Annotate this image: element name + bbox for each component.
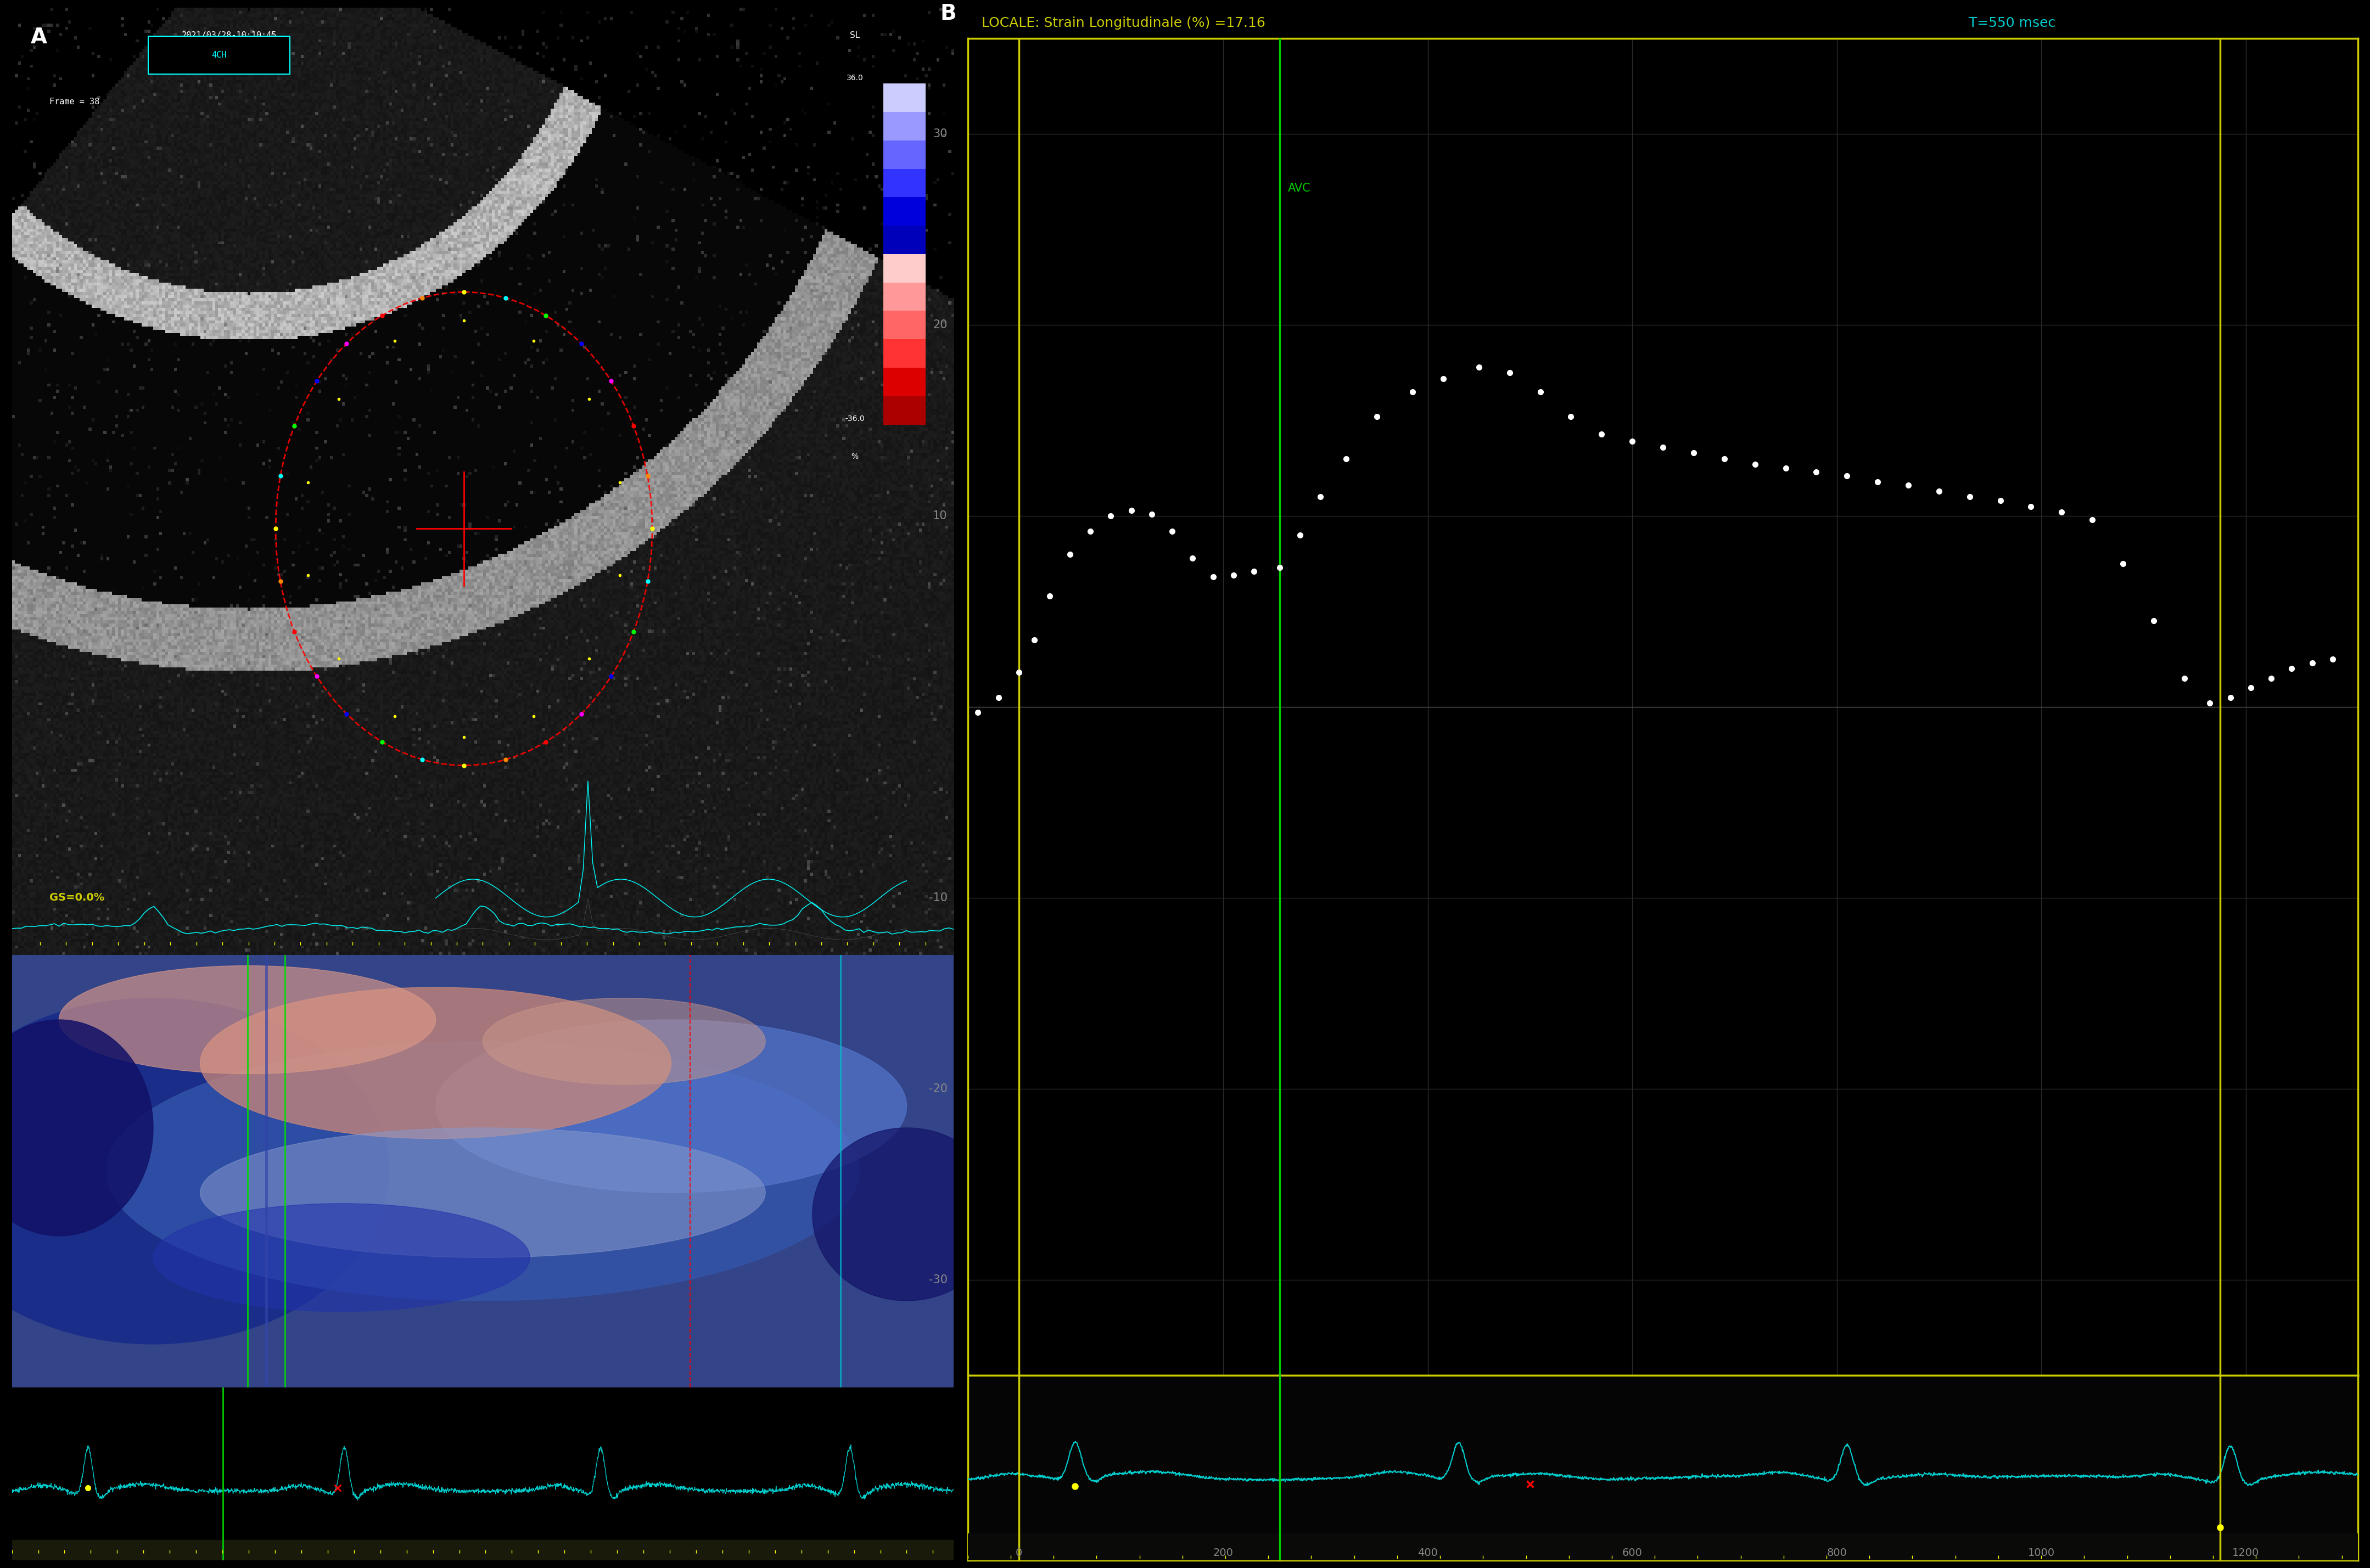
- Text: Frame = 38: Frame = 38: [50, 97, 100, 107]
- Ellipse shape: [436, 1019, 908, 1193]
- Ellipse shape: [0, 1019, 154, 1236]
- FancyBboxPatch shape: [884, 254, 927, 282]
- Text: AVC: AVC: [1287, 182, 1311, 193]
- Text: A: A: [31, 27, 47, 47]
- FancyBboxPatch shape: [884, 282, 927, 310]
- Text: -30: -30: [929, 1275, 948, 1286]
- FancyBboxPatch shape: [884, 169, 927, 198]
- Text: -10: -10: [929, 892, 948, 903]
- FancyBboxPatch shape: [884, 397, 927, 425]
- Text: 36.0: 36.0: [846, 74, 863, 82]
- Text: 1200: 1200: [2233, 1548, 2259, 1559]
- Text: 0: 0: [1014, 1548, 1021, 1559]
- Text: 600: 600: [1621, 1548, 1642, 1559]
- Text: 10: 10: [934, 511, 948, 522]
- Text: SL: SL: [851, 31, 860, 39]
- Text: B: B: [941, 3, 955, 24]
- FancyBboxPatch shape: [884, 83, 927, 111]
- Text: 800: 800: [1827, 1548, 1846, 1559]
- Text: T=550 msec: T=550 msec: [1969, 17, 2055, 30]
- Text: 4CH: 4CH: [211, 52, 228, 60]
- FancyBboxPatch shape: [884, 198, 927, 226]
- Text: GS=0.0%: GS=0.0%: [50, 892, 104, 903]
- Bar: [967, 1534, 2358, 1560]
- Text: 1000: 1000: [2029, 1548, 2055, 1559]
- Ellipse shape: [483, 999, 766, 1085]
- FancyBboxPatch shape: [884, 141, 927, 169]
- Text: 30: 30: [934, 129, 948, 140]
- Ellipse shape: [199, 988, 671, 1138]
- FancyBboxPatch shape: [884, 310, 927, 339]
- Ellipse shape: [59, 966, 436, 1074]
- FancyBboxPatch shape: [884, 111, 927, 141]
- Ellipse shape: [154, 1204, 531, 1311]
- Text: LOCALE: Strain Longitudinale (%) =17.16: LOCALE: Strain Longitudinale (%) =17.16: [981, 17, 1266, 30]
- Text: -36.0: -36.0: [846, 416, 865, 423]
- Ellipse shape: [107, 1041, 860, 1301]
- FancyBboxPatch shape: [884, 339, 927, 368]
- Ellipse shape: [199, 1127, 766, 1258]
- Text: 2021/03/28-10:10:45: 2021/03/28-10:10:45: [182, 31, 277, 39]
- FancyBboxPatch shape: [884, 226, 927, 254]
- Text: 20: 20: [934, 320, 948, 331]
- Ellipse shape: [813, 1127, 1000, 1301]
- Text: -20: -20: [929, 1083, 948, 1094]
- Text: 200: 200: [1213, 1548, 1232, 1559]
- FancyBboxPatch shape: [884, 368, 927, 397]
- FancyBboxPatch shape: [149, 36, 289, 74]
- Bar: [12, 1540, 953, 1560]
- Text: 400: 400: [1417, 1548, 1439, 1559]
- Ellipse shape: [0, 999, 389, 1344]
- Text: %: %: [851, 453, 858, 461]
